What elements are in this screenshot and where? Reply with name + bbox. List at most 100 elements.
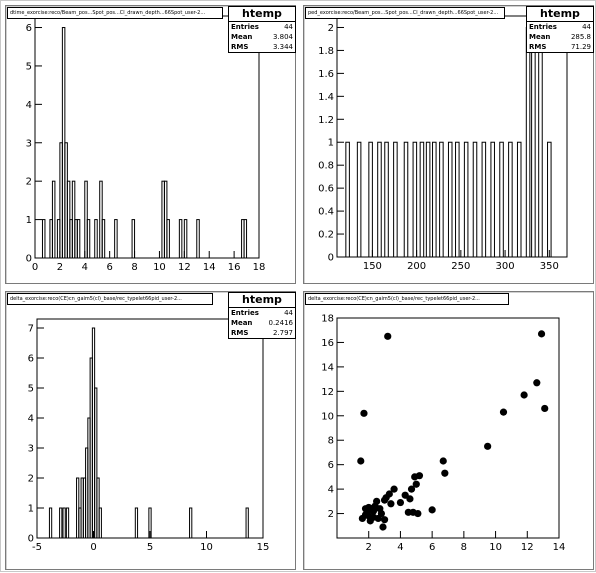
histogram-bin xyxy=(166,219,170,259)
scatter-point xyxy=(361,511,370,519)
scatter-point xyxy=(428,506,436,514)
scatter-point xyxy=(357,457,365,465)
histogram-bin xyxy=(377,141,382,258)
x-tick-label: 2 xyxy=(366,542,372,553)
scatter-point xyxy=(533,379,541,387)
pad-2: 150 200 250 300 350 0 0.2 0.4 0.6 0.8 1 1.2 1.4 1.6 1.… xyxy=(299,1,596,287)
stats-mean-label: Mean xyxy=(529,33,551,41)
stats-rms: 71.29 xyxy=(570,43,591,51)
stats-box-2: htemp Entries 44 Mean 285.8 RMS 71.29 xyxy=(526,6,594,53)
histogram-2-title: ped_exorcise:reco/Beam_pos...Spot_pos...… xyxy=(305,7,505,19)
histogram-bin xyxy=(148,507,152,539)
y-tick-label: 3 xyxy=(26,138,32,149)
y-tick-label: 4 xyxy=(28,414,34,425)
histogram-3-title: delta_exorcise:reco(CE)cn_gaim5(cl)_base… xyxy=(7,293,213,305)
y-tick-label: 1 xyxy=(26,215,32,226)
histogram-bin xyxy=(439,141,444,258)
scatter-point xyxy=(384,332,392,340)
histogram-bin xyxy=(245,507,249,539)
x-tick-label: 10 xyxy=(489,542,502,553)
x-tick-label: 8 xyxy=(131,262,137,273)
scatter-point xyxy=(439,457,447,465)
histogram-bin xyxy=(455,141,460,258)
stats-rms-label: RMS xyxy=(231,43,249,51)
stats-mean: 3.804 xyxy=(272,33,293,41)
histogram-bin xyxy=(94,219,98,259)
histogram-2-svg: 150 200 250 300 350 0 0.2 0.4 0.6 0.8 1 1.2 1.4 1.6 1.… xyxy=(318,15,568,272)
histogram-bin xyxy=(393,141,398,258)
scatter-point xyxy=(406,495,414,503)
histogram-bin xyxy=(403,141,409,258)
pad-frame xyxy=(303,291,594,570)
histogram-1-title: dtime_exorcise:reco/Beam_pos...Spot_pos.… xyxy=(7,7,223,19)
scatter-svg: 2 4 6 8 10 12 14 2 4 6 8 10 12 14 16 18 xyxy=(321,314,566,554)
scatter-point xyxy=(385,490,393,498)
stats-rms: 3.344 xyxy=(272,43,293,51)
histogram-bin xyxy=(98,507,102,539)
x-tick-label: 14 xyxy=(203,262,216,273)
scatter-point xyxy=(369,513,378,521)
histogram-bin xyxy=(447,141,453,258)
y-tick-label: 2 xyxy=(328,509,334,520)
x-tick-label: 14 xyxy=(553,542,566,553)
scatter-point xyxy=(380,516,389,524)
y-tick-label: 8 xyxy=(328,436,334,447)
scatter-point xyxy=(414,509,422,518)
scatter-point xyxy=(376,505,384,513)
x-tick-label: 10 xyxy=(153,262,166,273)
y-tick-label: 7 xyxy=(28,324,34,335)
histogram-bin xyxy=(101,219,106,259)
histogram-bin xyxy=(432,141,437,258)
stats-entries: 44 xyxy=(284,23,293,31)
scatter-point xyxy=(390,485,398,493)
x-tick-label: 10 xyxy=(200,542,213,553)
scatter-point xyxy=(441,469,449,477)
y-tick-label: 14 xyxy=(321,362,334,373)
stats-box-1: htemp Entries 44 Mean 3.804 RMS 3.344 xyxy=(228,6,296,53)
x-tick-label: 8 xyxy=(461,542,467,553)
stats-name: htemp xyxy=(229,7,295,22)
scatter-point xyxy=(360,409,368,417)
stats-entries: 44 xyxy=(284,309,293,317)
histogram-bin xyxy=(384,141,389,258)
y-tick-label: 1 xyxy=(328,138,334,149)
histogram-bin xyxy=(114,219,118,259)
histogram-bin xyxy=(472,141,478,258)
histogram-bin xyxy=(525,26,531,258)
y-tick-label: 4 xyxy=(328,485,334,496)
histogram-bin xyxy=(481,141,487,258)
histogram-bin xyxy=(463,141,469,258)
y-tick-label: 1.4 xyxy=(318,92,334,103)
histogram-bin xyxy=(76,219,81,259)
scatter-point xyxy=(541,404,549,413)
stats-entries-label: Entries xyxy=(231,309,259,317)
histogram-bin xyxy=(86,219,91,259)
y-tick-label: 0 xyxy=(28,534,34,545)
histogram-bin xyxy=(189,507,193,539)
stats-rms-label: RMS xyxy=(529,43,547,51)
histogram-bin xyxy=(425,141,431,258)
histogram-bin xyxy=(59,507,63,539)
x-tick-label: 200 xyxy=(407,261,426,272)
scatter-point xyxy=(373,497,381,505)
stats-rms: 2.797 xyxy=(272,329,293,337)
scatter-point xyxy=(412,480,420,488)
histogram-bin xyxy=(51,180,56,259)
x-tick-label: 4 xyxy=(82,262,88,273)
stats-mean-label: Mean xyxy=(231,33,253,41)
x-tick-label: 15 xyxy=(257,542,270,553)
plot-frame xyxy=(34,15,260,259)
histogram-bin xyxy=(183,219,188,259)
y-tick-label: 5 xyxy=(28,384,34,395)
histogram-bin xyxy=(490,141,495,258)
x-tick-label: 6 xyxy=(429,542,435,553)
x-tick-label: 6 xyxy=(106,262,112,273)
histogram-bin xyxy=(499,141,504,258)
y-tick-label: 1.2 xyxy=(318,115,334,126)
histogram-bin xyxy=(345,141,350,258)
stats-entries-label: Entries xyxy=(231,23,259,31)
histogram-bin xyxy=(368,141,373,258)
scatter-point xyxy=(520,391,528,399)
scatter-point xyxy=(484,442,492,450)
histogram-bin xyxy=(538,26,543,258)
